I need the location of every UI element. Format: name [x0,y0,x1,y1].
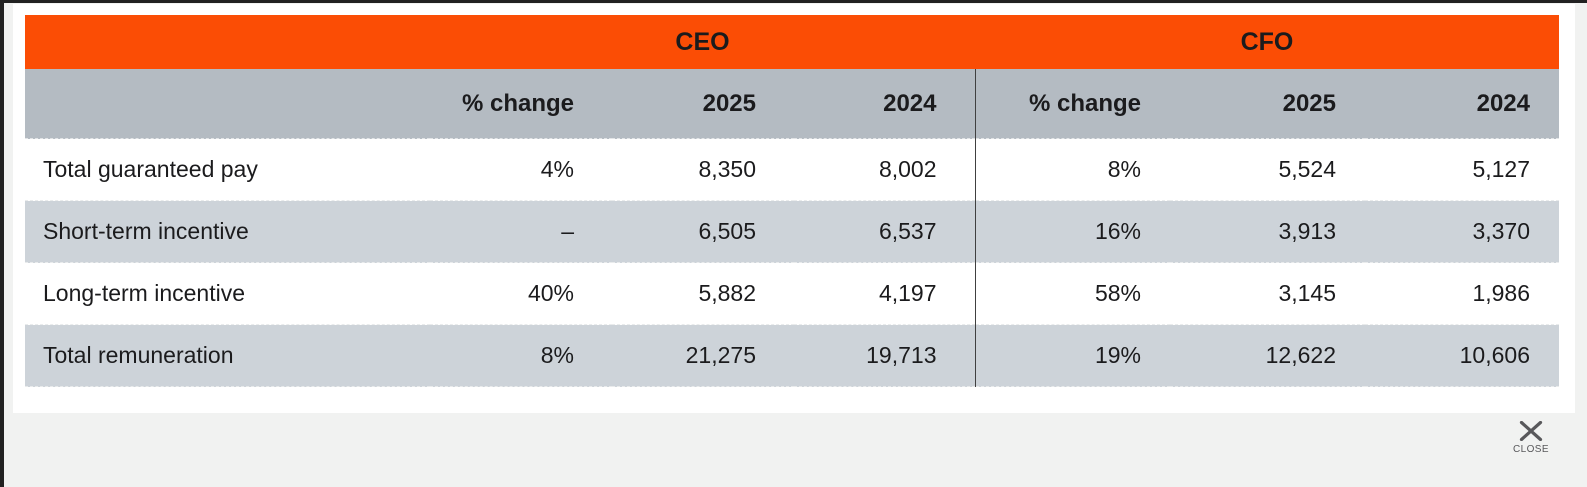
cell-value: 4% [430,138,612,201]
column-header-cfo-2024: 2024 [1365,69,1559,139]
row-label: Short-term incentive [25,200,430,263]
section-header-spacer [25,15,430,69]
section-header-row: CEO CFO [25,15,1559,69]
window-top-edge [0,0,1587,3]
section-header-ceo: CEO [430,15,975,69]
table-row-total-guaranteed-pay: Total guaranteed pay 4% 8,350 8,002 8% 5… [25,138,1559,201]
table-row-total-remuneration: Total remuneration 8% 21,275 19,713 19% … [25,324,1559,387]
row-label: Total remuneration [25,324,430,387]
cell-value: 6,537 [794,200,975,263]
cell-value: 12,622 [1170,324,1365,387]
cell-value: 19,713 [794,324,975,387]
column-header-cfo-change: % change [974,69,1170,139]
cell-value: 8,350 [612,138,794,201]
cell-value: 4,197 [794,262,975,325]
section-header-cfo: CFO [975,15,1559,69]
cell-value: 6,505 [612,200,794,263]
column-header-row: % change 2025 2024 % change 2025 2024 [25,69,1559,139]
remuneration-table: CEO CFO % change 2025 2024 % change 2025… [25,15,1559,387]
close-x-icon [1519,421,1543,441]
cell-value: 8,002 [794,138,975,201]
column-header-spacer [25,69,430,139]
column-header-ceo-2024: 2024 [794,69,975,139]
cell-value: – [430,200,612,263]
cell-value: 8% [974,138,1170,201]
cell-value: 5,524 [1170,138,1365,201]
cell-value: 3,913 [1170,200,1365,263]
cell-value: 5,882 [612,262,794,325]
cell-value: 19% [974,324,1170,387]
cell-value: 3,145 [1170,262,1365,325]
cell-value: 3,370 [1365,200,1559,263]
cell-value: 1,986 [1365,262,1559,325]
close-button[interactable]: CLOSE [1509,421,1553,455]
window-left-edge [0,0,4,487]
column-header-cfo-2025: 2025 [1170,69,1365,139]
table-row-long-term-incentive: Long-term incentive 40% 5,882 4,197 58% … [25,262,1559,325]
table-row-short-term-incentive: Short-term incentive – 6,505 6,537 16% 3… [25,200,1559,263]
cell-value: 40% [430,262,612,325]
remuneration-overlay-card: CEO CFO % change 2025 2024 % change 2025… [13,4,1575,413]
row-label: Total guaranteed pay [25,138,430,201]
cell-value: 5,127 [1365,138,1559,201]
cell-value: 58% [974,262,1170,325]
row-label: Long-term incentive [25,262,430,325]
cell-value: 21,275 [612,324,794,387]
column-header-ceo-change: % change [430,69,612,139]
cell-value: 16% [974,200,1170,263]
close-button-label: CLOSE [1513,444,1549,455]
cell-value: 8% [430,324,612,387]
cell-value: 10,606 [1365,324,1559,387]
column-header-ceo-2025: 2025 [612,69,794,139]
